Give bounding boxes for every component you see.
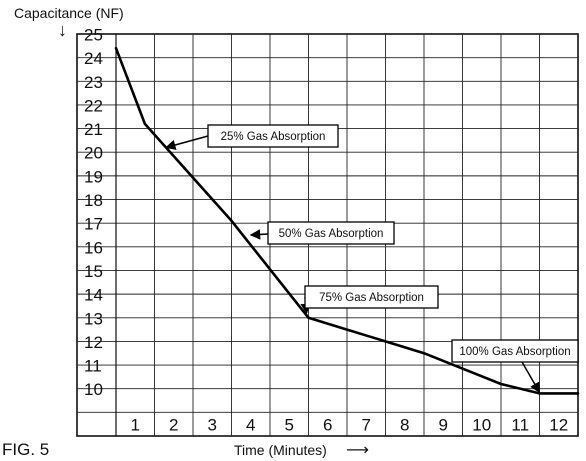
y-tick-label: 11 [84, 357, 102, 376]
x-axis-label: Time (Minutes) [234, 442, 327, 458]
annotation-label: 50% Gas Absorption [279, 228, 384, 240]
y-tick-label: 17 [84, 215, 103, 234]
y-tick-label: 10 [84, 380, 103, 399]
y-tick-label: 19 [84, 167, 103, 186]
annotation-box [207, 124, 339, 148]
annotation-arrow [521, 361, 541, 394]
x-tick-label: 7 [362, 416, 371, 435]
x-tick-label: 10 [472, 416, 491, 435]
y-tick-label: 16 [84, 238, 103, 257]
x-tick-label: 12 [549, 416, 568, 435]
x-tick-label: 11 [511, 416, 529, 435]
plot-frame [76, 33, 579, 437]
annotation-box [304, 285, 439, 309]
annotation-box [267, 221, 395, 245]
annotation-box [451, 339, 579, 363]
x-axis-arrow: ⟶ [346, 442, 369, 459]
y-tick-label: 18 [84, 191, 103, 210]
annotation-label: 75% Gas Absorption [319, 292, 424, 304]
x-tick-label: 9 [439, 416, 448, 435]
annotation-label: 100% Gas Absorption [459, 346, 570, 358]
y-tick-label: 12 [84, 333, 103, 352]
annotation-label: 25% Gas Absorption [221, 131, 326, 143]
capacitance-line [114, 46, 580, 395]
annotation-arrow [249, 229, 269, 240]
y-tick-label: 13 [84, 309, 103, 328]
y-tick-label: 22 [84, 96, 103, 115]
y-tick-label: 24 [84, 49, 103, 68]
x-tick-label: 3 [208, 416, 217, 435]
x-tick-label: 1 [131, 416, 140, 435]
x-tick-label: 8 [400, 416, 409, 435]
x-tick-label: 4 [246, 416, 255, 435]
figure-label: FIG. 5 [2, 440, 50, 459]
y-tick-label: 25 [84, 26, 103, 45]
y-tick-label: 21 [84, 120, 103, 139]
y-tick-label: 20 [84, 144, 103, 163]
y-tick-label: 23 [84, 73, 103, 92]
y-tick-label: 14 [84, 286, 103, 305]
y-axis-arrow: ↓ [58, 20, 67, 40]
annotation-arrow [165, 135, 209, 151]
y-axis-label: Capacitance (NF) [14, 5, 124, 21]
x-tick-label: 6 [323, 416, 332, 435]
y-tick-label: 15 [84, 262, 103, 281]
x-tick-label: 2 [169, 416, 178, 435]
x-tick-label: 5 [285, 416, 294, 435]
